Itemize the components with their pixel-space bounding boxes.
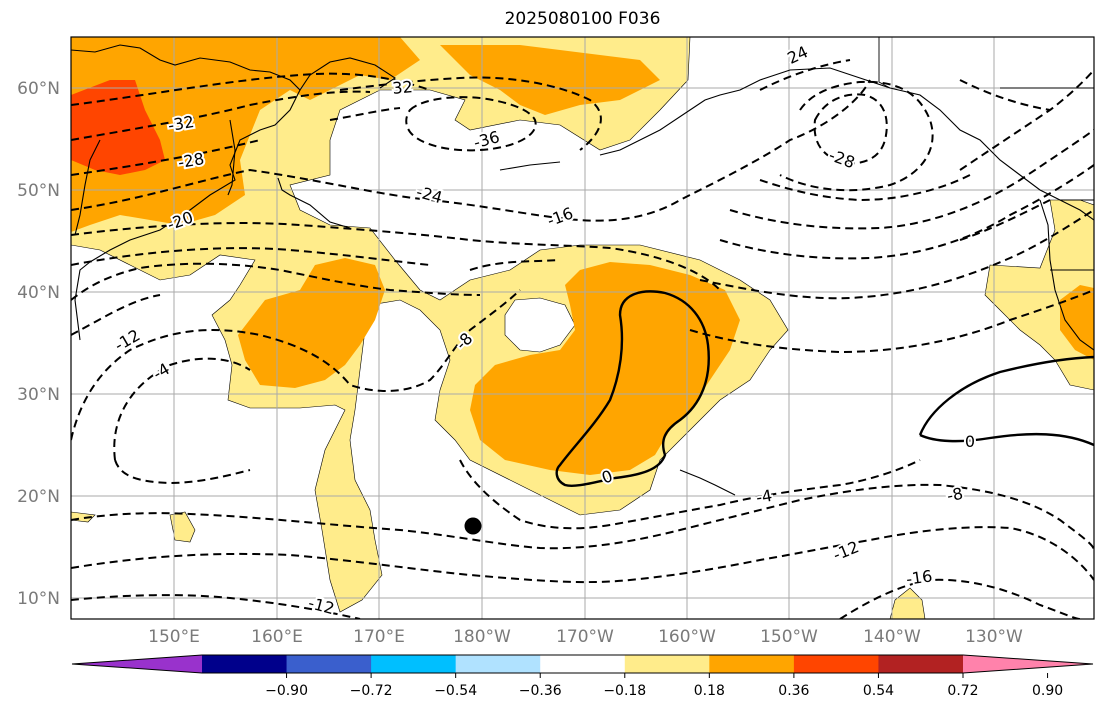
lon-label: 150°E <box>148 627 200 647</box>
colorbar-tick-label: −0.72 <box>350 683 393 699</box>
colorbar-tick-label: 0.36 <box>778 683 809 699</box>
colorbar-outline <box>71 654 1094 674</box>
lon-label: 180°W <box>453 627 511 647</box>
lat-label: 20°N <box>17 487 60 507</box>
colorbar-segment <box>709 655 795 673</box>
colorbar-tick-label: −0.54 <box>434 683 477 699</box>
colorbar: −0.90 −0.72 −0.54 −0.36 −0.18 0.18 0.36 0.54 0.7… <box>71 654 1094 699</box>
colorbar-tick-label: 0.72 <box>947 683 978 699</box>
colorbar-segment <box>793 655 879 673</box>
colorbar-segment <box>540 655 626 673</box>
lat-label: 40°N <box>17 283 60 303</box>
lat-label: 30°N <box>17 385 60 405</box>
colorbar-segment <box>202 655 288 673</box>
graticule <box>71 37 1094 619</box>
lat-label: 60°N <box>17 79 60 99</box>
colorbar-segment <box>371 655 457 673</box>
colorbar-tick-label: −0.90 <box>265 683 308 699</box>
colorbar-tick-label: −0.18 <box>603 683 646 699</box>
borders <box>878 37 1094 271</box>
contours-zero <box>555 290 1094 487</box>
contour-label: -16 <box>905 566 934 588</box>
colorbar-extend-high <box>963 655 1093 673</box>
colorbar-tick-label: 0.54 <box>863 683 894 699</box>
lon-label: 130°W <box>965 627 1023 647</box>
lon-label: 160°W <box>658 627 716 647</box>
map-area: 32 24 -36 -28 -32 -28 -24 -20 -16 -12 -4… <box>71 37 1094 619</box>
contours-negative <box>71 59 1094 619</box>
map-frame <box>70 36 1095 620</box>
colorbar-tick-label: 0.18 <box>694 683 725 699</box>
colorbar-segment <box>455 655 541 673</box>
latitude-labels: 60°N 50°N 40°N 30°N 20°N 10°N <box>17 79 60 609</box>
storm-position-marker <box>464 517 482 535</box>
colorbar-segment <box>286 655 372 673</box>
colorbar-tick-label: 0.90 <box>1032 683 1063 699</box>
contour-label: 0 <box>965 432 975 451</box>
colorbar-tick-label: −0.36 <box>519 683 562 699</box>
lon-label: 160°E <box>251 627 303 647</box>
colorbar-extend-low <box>72 655 202 673</box>
contour-label: -4 <box>755 486 774 507</box>
longitude-labels: 150°E 160°E 170°E 180°W 170°W 160°W 150°… <box>148 627 1023 647</box>
lat-label: 10°N <box>17 589 60 609</box>
lon-label: 150°W <box>760 627 818 647</box>
contour-label: 32 <box>392 77 414 98</box>
colorbar-segment <box>624 655 710 673</box>
contour-label: -8 <box>945 484 965 506</box>
shading-orange <box>71 37 1094 475</box>
lon-label: 170°E <box>353 627 405 647</box>
lon-label: 140°W <box>863 627 921 647</box>
lon-label: 170°W <box>556 627 614 647</box>
colorbar-segment <box>878 655 964 673</box>
coastlines <box>71 44 1094 496</box>
chart-title: 2025080100 F036 <box>504 9 661 29</box>
lat-label: 50°N <box>17 181 60 201</box>
